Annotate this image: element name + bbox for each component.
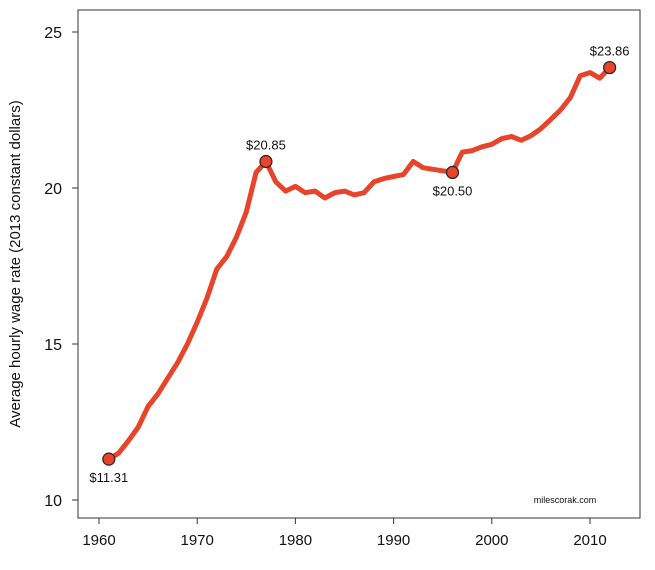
x-tick-label: 1970 bbox=[181, 532, 214, 549]
x-tick-label: 2000 bbox=[475, 532, 508, 549]
series-line bbox=[106, 65, 613, 462]
highlight-marker bbox=[445, 165, 460, 179]
plot-frame bbox=[77, 9, 641, 519]
x-tick-label: 1990 bbox=[377, 532, 410, 549]
data-label: $23.86 bbox=[590, 44, 630, 59]
y-tick-label: 15 bbox=[44, 337, 62, 354]
x-tick-label: 1980 bbox=[279, 532, 312, 549]
data-label: $20.85 bbox=[246, 137, 286, 152]
data-label: $11.31 bbox=[89, 470, 128, 485]
highlight-marker bbox=[259, 154, 273, 169]
highlight-marker bbox=[102, 452, 116, 466]
data-label: $20.50 bbox=[433, 183, 473, 198]
y-axis-label: Average hourly wage rate (2013 constant … bbox=[7, 100, 24, 427]
y-tick-label: 25 bbox=[44, 25, 62, 42]
x-tick-label: 1960 bbox=[82, 532, 115, 549]
y-tick-label: 20 bbox=[44, 181, 62, 198]
y-tick-label: 10 bbox=[44, 493, 62, 510]
watermark: milescorak.com bbox=[534, 495, 597, 505]
highlight-marker bbox=[603, 60, 617, 75]
x-tick-label: 2010 bbox=[573, 532, 606, 549]
